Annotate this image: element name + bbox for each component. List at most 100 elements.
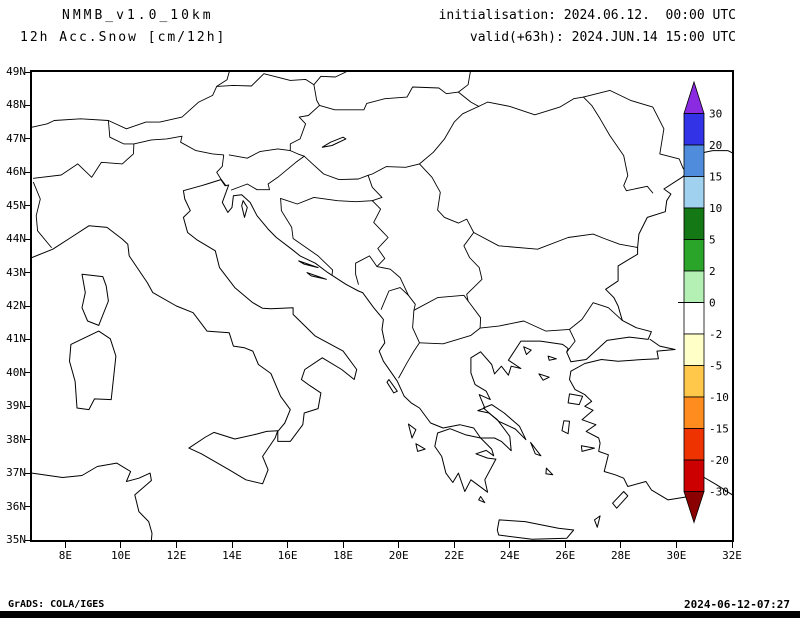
country-border-path: [478, 96, 629, 192]
country-border-path: [228, 84, 320, 159]
y-axis-tick-label: 37N: [6, 466, 26, 480]
y-axis-tick-label: 47N: [6, 131, 26, 145]
colorbar-tick-label: 15: [709, 171, 722, 184]
country-border-path: [367, 174, 383, 202]
init-time-label: initialisation: 2024.06.12. 00:00 UTC: [438, 8, 736, 23]
colorbar-segment: [683, 459, 705, 492]
colorbar-tick-label: -30: [709, 486, 729, 499]
x-axis-tick: [231, 542, 233, 548]
creation-timestamp: 2024-06-12-07:27: [684, 598, 790, 611]
x-axis-tick: [620, 542, 622, 548]
country-border-path: [413, 294, 469, 311]
coastline-path: [496, 519, 575, 540]
coastline-path: [321, 136, 347, 148]
coastline-path: [545, 467, 554, 476]
country-border-path: [463, 232, 483, 302]
colorbar-segment: [683, 365, 705, 398]
colorbar-tick-label: -10: [709, 391, 729, 404]
country-border-path: [313, 72, 347, 86]
colorbar-tick-label: 20: [709, 139, 722, 152]
coastline-path: [561, 420, 570, 435]
y-axis-tick-label: 38N: [6, 432, 26, 446]
coastline-path: [188, 430, 279, 485]
colorbar-segment: [683, 270, 705, 303]
y-axis-tick-label: 42N: [6, 299, 26, 312]
x-axis-tick: [287, 542, 289, 548]
y-axis-tick-label: 48N: [6, 98, 26, 112]
colorbar-segment: [683, 113, 705, 146]
country-border-path: [280, 196, 373, 205]
country-border-path: [280, 197, 334, 276]
coastline-path: [407, 423, 417, 439]
y-axis-tick-label: 43N: [6, 265, 26, 279]
country-border-path: [625, 185, 654, 194]
coastline-path: [570, 338, 676, 372]
x-axis-tick-label: 32E: [722, 549, 742, 562]
y-axis-tick-label: 46N: [6, 165, 26, 179]
colorbar-segment: [683, 302, 705, 335]
colorbar-tick-label: 2: [709, 265, 716, 278]
colorbar-segment: [683, 176, 705, 209]
country-border-path: [457, 72, 471, 93]
x-axis-tick: [120, 542, 122, 548]
x-axis-tick: [731, 542, 733, 548]
colorbar-tick-label: 5: [709, 234, 716, 247]
country-border-path: [419, 327, 481, 345]
country-border-path: [566, 328, 576, 353]
x-axis-tick-label: 28E: [610, 549, 631, 562]
x-axis-tick-label: 10E: [110, 549, 131, 562]
coastline-path: [594, 515, 601, 528]
country-border-path: [376, 266, 409, 296]
model-name: NMMB_v1.0_10km: [62, 8, 214, 23]
x-axis-tick-label: 24E: [499, 549, 520, 562]
colorbar-arrow-bottom: [683, 491, 705, 524]
colorbar-segment: [683, 396, 705, 429]
x-axis-tick-label: 12E: [166, 549, 187, 562]
colorbar-segment: [683, 333, 705, 366]
y-axis-tick-label: 44N: [6, 232, 26, 246]
coastline-path: [32, 150, 732, 452]
coastline-path: [306, 272, 327, 280]
coastline-path: [298, 260, 319, 269]
coastline-path: [530, 441, 542, 457]
colorbar-tick-label: 30: [709, 108, 722, 121]
product-name: 12h Acc.Snow [cm/12h]: [20, 30, 227, 45]
y-axis-tick-label: 40N: [6, 365, 26, 379]
country-border-path: [473, 232, 639, 250]
coastline-path: [241, 200, 248, 218]
map-svg: [32, 72, 732, 540]
y-axis-tick-label: 36N: [6, 499, 26, 513]
colorbar-segment: [683, 207, 705, 240]
valid-time-label: valid(+63h): 2024.JUN.14 15:00 UTC: [469, 30, 736, 45]
x-axis-tick: [453, 542, 455, 548]
country-border-path: [32, 73, 315, 130]
colorbar-tick-label: 0: [709, 297, 716, 310]
x-axis-tick-label: 30E: [666, 549, 687, 562]
coastline-path: [386, 379, 398, 394]
country-border-path: [216, 72, 230, 87]
coastline-path: [523, 346, 532, 355]
bottom-border-bar: [0, 611, 800, 618]
x-axis-tick: [398, 542, 400, 548]
y-axis-tick-label: 49N: [6, 65, 26, 78]
coastline-path: [434, 428, 497, 493]
colorbar-tick-label: 10: [709, 202, 722, 215]
coastline-path: [415, 443, 426, 452]
colorbar-tick-label: -20: [709, 454, 729, 467]
colorbar-arrow-top: [683, 80, 705, 114]
x-axis-tick-label: 14E: [222, 549, 242, 562]
coastline-path: [612, 491, 629, 509]
coastline-path: [32, 462, 153, 540]
x-axis-tick-label: 20E: [388, 549, 409, 562]
coastline-path: [547, 355, 557, 361]
colorbar-tick-label: -15: [709, 423, 729, 436]
x-axis-tick: [64, 542, 66, 548]
x-axis-tick: [175, 542, 177, 548]
country-border-path: [467, 300, 482, 329]
x-axis-tick-label: 18E: [333, 549, 354, 562]
colorbar-segment: [683, 428, 705, 461]
y-axis-tick-label: 45N: [6, 198, 26, 212]
country-border-path: [289, 105, 480, 181]
colorbar: 30 20 15 10 5 2 0 -2 -5 -10 -15 -20 -30: [678, 80, 736, 528]
